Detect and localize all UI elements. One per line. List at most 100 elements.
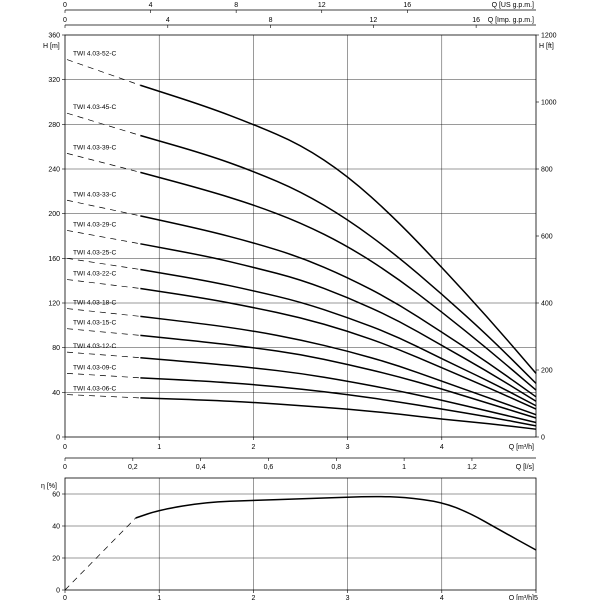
head-curve-label: TWI 4.03-45-C: [73, 104, 116, 111]
head-ylabel: H [m]: [43, 43, 60, 50]
head-y2tick-label: 200: [541, 368, 553, 375]
head-curve-dashed-leader: [66, 230, 141, 245]
eff-ylabel: η [%]: [41, 483, 57, 490]
top-axis-tick-label: 8: [269, 17, 273, 24]
ls-axis-tick-label: 1,2: [467, 464, 477, 471]
head-curve-dashed-leader: [66, 199, 141, 217]
head-xtick-label: 2: [251, 444, 255, 451]
head-ytick-label: 160: [48, 256, 60, 263]
head-curve-label: TWI 4.03-22-C: [73, 271, 116, 278]
top-axis-tick-label: 4: [149, 2, 153, 9]
head-ytick-label: 280: [48, 122, 60, 129]
head-xtick-label: 3: [346, 444, 350, 451]
head-y2tick-label: 0: [541, 435, 545, 442]
top-axis-label: Q [US g.p.m.]: [492, 2, 534, 9]
head-ytick-label: 80: [52, 345, 60, 352]
head-curve-twi-4-03-25-c: [140, 268, 537, 407]
head-curve-twi-4-03-52-c: [140, 84, 537, 374]
head-ytick-label: 0: [56, 435, 60, 442]
head-curve-twi-4-03-45-c: [140, 134, 537, 384]
head-curve-twi-4-03-22-c: [140, 287, 537, 410]
head-curve-label: TWI 4.03-09-C: [73, 364, 116, 371]
ls-axis-tick-label: 0,2: [128, 464, 138, 471]
top-axis-tick-label: 8: [234, 2, 238, 9]
top-axis-label: Q [Imp. g.p.m.]: [488, 17, 534, 24]
eff-xtick-label: 5: [534, 595, 538, 600]
head-ytick-label: 40: [52, 390, 60, 397]
head-y2tick-label: 1200: [541, 33, 557, 40]
head-y2tick-label: 800: [541, 167, 553, 174]
head-y2label: H [ft]: [539, 43, 554, 50]
head-curve-dashed-leader: [66, 373, 141, 379]
top-axis-tick-label: 4: [166, 17, 170, 24]
head-curve-label: TWI 4.03-29-C: [73, 221, 116, 228]
head-curve-twi-4-03-12-c: [140, 356, 537, 424]
head-ytick-label: 360: [48, 33, 60, 40]
series-layer: [64, 59, 537, 591]
ls-axis-tick-label: 0,8: [331, 464, 341, 471]
head-xlabel: Q [m³/h]: [509, 444, 534, 451]
head-curve-dashed-leader: [66, 279, 141, 289]
head-curve-twi-4-03-29-c: [140, 243, 537, 402]
axes-layer: [62, 9, 539, 593]
head-xtick-label: 0: [63, 444, 67, 451]
eff-curve-dashed-leader: [64, 517, 136, 591]
ls-axis-tick-label: 0,6: [264, 464, 274, 471]
head-curve-label: TWI 4.03-52-C: [73, 51, 116, 58]
head-curve-label: TWI 4.03-06-C: [73, 386, 116, 393]
head-curve-label: TWI 4.03-15-C: [73, 320, 116, 327]
top-axis-tick-label: 12: [318, 2, 326, 9]
head-curve-label: TWI 4.03-18-C: [73, 300, 116, 307]
head-curve-dashed-leader: [66, 112, 141, 136]
head-curve-dashed-leader: [66, 328, 141, 336]
head-curve-twi-4-03-15-c: [140, 334, 537, 419]
eff-xtick-label: 3: [346, 595, 350, 600]
eff-ytick-label: 0: [56, 588, 60, 595]
eff-xtick-label: 4: [440, 595, 444, 600]
eff-ytick-label: 40: [52, 524, 60, 531]
eff-ytick-label: 60: [52, 492, 60, 499]
head-curve-dashed-leader: [66, 308, 141, 317]
head-ytick-label: 320: [48, 77, 60, 84]
head-y2tick-label: 1000: [541, 100, 557, 107]
head-curve-twi-4-03-06-c: [140, 397, 537, 430]
head-curve-dashed-leader: [66, 394, 141, 399]
top-axis-tick-label: 16: [472, 17, 480, 24]
eff-ytick-label: 20: [52, 556, 60, 563]
top-axis-tick-label: 0: [63, 17, 67, 24]
eff-xtick-label: 2: [251, 595, 255, 600]
head-curve-twi-4-03-33-c: [140, 215, 537, 398]
head-curve-label: TWI 4.03-33-C: [73, 191, 116, 198]
head-curve-dashed-leader: [66, 351, 141, 359]
head-curve-twi-4-03-39-c: [140, 171, 537, 391]
ls-axis-tick-label: 1: [402, 464, 406, 471]
head-plot-frame: [64, 34, 537, 438]
grid-layer: [65, 35, 536, 590]
eff-plot-frame: [64, 477, 537, 591]
head-curve-twi-4-03-18-c: [140, 315, 537, 416]
ls-axis-label: Q [l/s]: [516, 464, 534, 471]
head-xtick-label: 1: [157, 444, 161, 451]
head-ytick-label: 120: [48, 301, 60, 308]
head-y2tick-label: 600: [541, 234, 553, 241]
head-ytick-label: 240: [48, 167, 60, 174]
eff-xlabel: Q [m³/h]: [509, 595, 534, 600]
head-y2tick-label: 400: [541, 301, 553, 308]
eff-curve: [135, 495, 537, 551]
head-ytick-label: 200: [48, 211, 60, 218]
head-curve-dashed-leader: [66, 257, 141, 270]
ls-axis-tick-label: 0,4: [196, 464, 206, 471]
ls-axis-tick-label: 0: [63, 464, 67, 471]
head-curve-dashed-leader: [66, 59, 141, 86]
head-curve-label: TWI 4.03-12-C: [73, 343, 116, 350]
head-curve-twi-4-03-09-c: [140, 377, 537, 427]
head-curve-label: TWI 4.03-25-C: [73, 249, 116, 256]
eff-xtick-label: 1: [157, 595, 161, 600]
top-axis-tick-label: 0: [63, 2, 67, 9]
top-axis-tick-label: 12: [369, 17, 377, 24]
eff-xtick-label: 0: [63, 595, 67, 600]
head-curve-label: TWI 4.03-39-C: [73, 144, 116, 151]
top-axis-tick-label: 16: [403, 2, 411, 9]
